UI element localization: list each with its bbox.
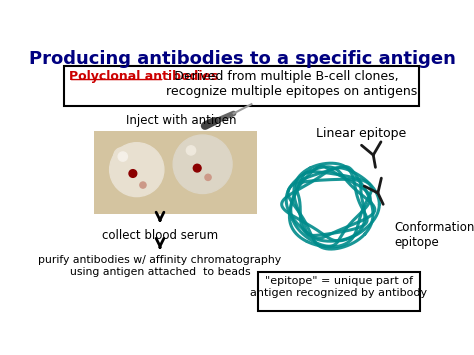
FancyBboxPatch shape — [258, 272, 420, 311]
Text: Polyclonal antibodies: Polyclonal antibodies — [69, 70, 218, 83]
Circle shape — [129, 170, 137, 178]
Text: "epitope" = unique part of
antigen recognized by antibody: "epitope" = unique part of antigen recog… — [250, 276, 428, 297]
Circle shape — [109, 143, 164, 197]
Circle shape — [173, 135, 232, 193]
Circle shape — [205, 174, 211, 180]
Text: collect blood serum: collect blood serum — [102, 229, 218, 242]
Circle shape — [113, 147, 132, 166]
FancyBboxPatch shape — [64, 66, 419, 106]
Text: : Derived from multiple B-cell clones,
recognize multiple epitopes on antigens: : Derived from multiple B-cell clones, r… — [166, 70, 418, 98]
Circle shape — [140, 182, 146, 188]
Text: Conformational
epitope: Conformational epitope — [394, 221, 474, 249]
Circle shape — [182, 141, 201, 160]
Text: Inject with antigen: Inject with antigen — [127, 114, 237, 127]
Circle shape — [193, 164, 201, 172]
Text: Linear epitope: Linear epitope — [316, 127, 407, 140]
Text: Producing antibodies to a specific antigen: Producing antibodies to a specific antig… — [29, 50, 456, 68]
FancyBboxPatch shape — [94, 131, 257, 214]
Text: purify antibodies w/ affinity chromatography
using antigen attached  to beads: purify antibodies w/ affinity chromatogr… — [38, 255, 282, 277]
Circle shape — [118, 152, 128, 161]
Circle shape — [186, 146, 196, 155]
